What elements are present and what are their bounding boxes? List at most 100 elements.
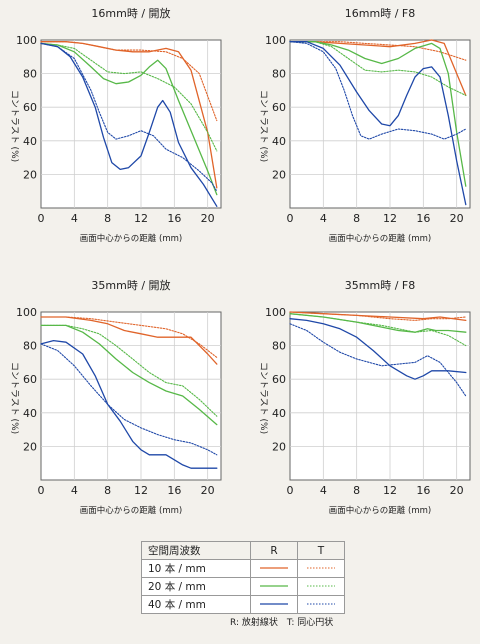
y-tick-label: 40 xyxy=(23,407,37,420)
legend-swatch-20-t xyxy=(307,584,335,587)
y-tick-label: 100 xyxy=(16,34,37,47)
x-axis-label: 画面中心からの距離 (mm) xyxy=(329,233,431,244)
x-tick-label: 4 xyxy=(320,484,327,497)
x-tick-label: 12 xyxy=(383,484,397,497)
plot-area xyxy=(289,39,471,209)
series-40-t xyxy=(40,42,218,192)
x-tick-label: 20 xyxy=(450,484,464,497)
chart-title: 35mm時 / F8 xyxy=(345,279,415,292)
series-40-t xyxy=(289,323,467,397)
x-tick-label: 16 xyxy=(416,212,430,225)
series-20-r xyxy=(40,324,218,426)
mtf-chart-3: 0 4 8 12 16 20 20 40 60 80 100 35mm時 / F8 画面中心からの距離 … xyxy=(258,279,471,516)
series-10-r xyxy=(289,39,467,97)
y-axis-label: コントラスト (%) xyxy=(9,90,20,162)
series-40-r xyxy=(40,339,218,469)
legend-header-r: R xyxy=(250,541,298,560)
x-tick-label: 4 xyxy=(71,212,78,225)
x-tick-label: 20 xyxy=(201,484,215,497)
x-axis-label: 画面中心からの距離 (mm) xyxy=(329,505,431,516)
y-tick-label: 20 xyxy=(23,168,37,181)
series-40-t xyxy=(40,343,218,456)
x-tick-label: 12 xyxy=(383,212,397,225)
y-tick-label: 20 xyxy=(23,440,37,453)
y-axis-label: コントラスト (%) xyxy=(9,362,20,434)
y-tick-label: 80 xyxy=(23,68,37,81)
series-20-t xyxy=(289,313,467,347)
x-tick-label: 12 xyxy=(134,212,148,225)
series-10-t xyxy=(40,316,218,358)
series-10-t xyxy=(40,41,218,122)
series-40-r xyxy=(289,41,467,206)
legend-header-t: T xyxy=(297,541,345,560)
series-10-t xyxy=(289,41,467,61)
y-tick-label: 40 xyxy=(272,135,286,148)
x-tick-label: 8 xyxy=(353,212,360,225)
legend-row-10: 10 本 / mm xyxy=(141,559,345,578)
series-20-t xyxy=(40,324,218,417)
y-tick-label: 20 xyxy=(272,440,286,453)
x-axis-label: 画面中心からの距離 (mm) xyxy=(80,505,182,516)
series-20-r xyxy=(40,42,218,196)
x-tick-label: 4 xyxy=(320,212,327,225)
y-tick-label: 60 xyxy=(272,101,286,114)
x-tick-label: 20 xyxy=(201,212,215,225)
y-tick-label: 100 xyxy=(265,306,286,319)
y-tick-label: 60 xyxy=(272,373,286,386)
legend-row-20: 20 本 / mm xyxy=(141,577,345,596)
y-tick-label: 40 xyxy=(272,407,286,420)
x-tick-label: 12 xyxy=(134,484,148,497)
y-tick-label: 100 xyxy=(16,306,37,319)
mtf-chart-1: 0 4 8 12 16 20 20 40 60 80 100 16mm時 / F8 画面中心からの距離 … xyxy=(258,7,471,244)
series-40-r xyxy=(289,318,467,380)
y-tick-label: 80 xyxy=(23,340,37,353)
x-tick-label: 8 xyxy=(104,484,111,497)
x-tick-label: 8 xyxy=(104,212,111,225)
legend-label-40: 40 本 / mm xyxy=(141,595,251,614)
x-tick-label: 0 xyxy=(38,212,45,225)
x-tick-label: 16 xyxy=(167,484,181,497)
plot-area xyxy=(40,311,222,481)
legend-header-label: 空間周波数 xyxy=(141,541,251,560)
y-axis-label: コントラスト (%) xyxy=(258,362,269,434)
series-40-t xyxy=(289,41,467,140)
legend-swatch-40-t xyxy=(307,602,335,605)
x-tick-label: 0 xyxy=(287,212,294,225)
chart-title: 16mm時 / 開放 xyxy=(91,6,170,20)
legend-swatch-10-t xyxy=(307,566,335,569)
x-tick-label: 0 xyxy=(287,484,294,497)
x-tick-label: 16 xyxy=(416,484,430,497)
y-axis-label: コントラスト (%) xyxy=(258,90,269,162)
x-axis-label: 画面中心からの距離 (mm) xyxy=(80,233,182,244)
series-20-r xyxy=(289,41,467,187)
y-tick-label: 60 xyxy=(23,373,37,386)
y-tick-label: 20 xyxy=(272,168,286,181)
series-20-r xyxy=(289,313,467,333)
y-tick-label: 80 xyxy=(272,68,286,81)
x-tick-label: 16 xyxy=(167,212,181,225)
legend-note: R: 放射線状 T: 同心円状 xyxy=(230,618,334,628)
chart-title: 16mm時 / F8 xyxy=(345,7,415,20)
y-tick-label: 100 xyxy=(265,34,286,47)
x-tick-label: 0 xyxy=(38,484,45,497)
legend-row-40: 40 本 / mm xyxy=(141,595,345,614)
y-tick-label: 40 xyxy=(23,135,37,148)
x-tick-label: 8 xyxy=(353,484,360,497)
mtf-chart-2: 0 4 8 12 16 20 20 40 60 80 100 35mm時 / 開放画面中心からの距離 … xyxy=(9,278,222,516)
y-tick-label: 60 xyxy=(23,101,37,114)
x-tick-label: 20 xyxy=(450,212,464,225)
legend-swatch-20-r xyxy=(260,584,288,587)
series-40-r xyxy=(40,42,218,207)
legend-label-20: 20 本 / mm xyxy=(141,577,251,596)
y-tick-label: 80 xyxy=(272,340,286,353)
legend-swatch-10-r xyxy=(260,566,288,569)
series-10-t xyxy=(289,311,467,321)
series-20-t xyxy=(40,42,218,152)
plot-area xyxy=(40,39,222,209)
legend-swatch-40-r xyxy=(260,602,288,605)
chart-title: 35mm時 / 開放 xyxy=(91,278,170,292)
legend-table: 空間周波数 R T 10 本 / mm 20 本 / mm 40 本 / mm xyxy=(141,541,345,614)
mtf-chart-0: 0 4 8 12 16 20 20 40 60 80 100 16mm時 / 開放画面中心からの距離 … xyxy=(9,6,222,244)
